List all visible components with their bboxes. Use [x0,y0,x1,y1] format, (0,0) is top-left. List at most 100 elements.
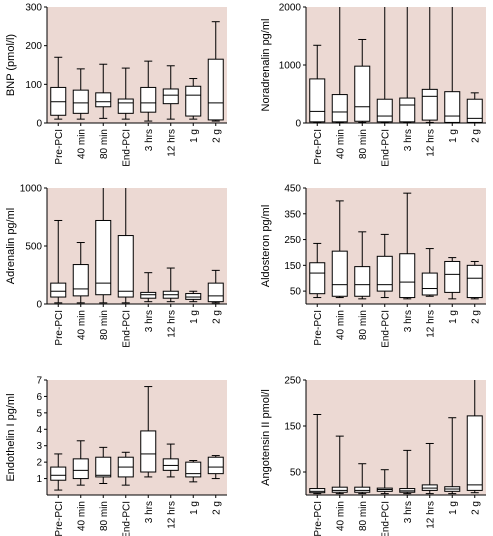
iqr-box [376,98,393,123]
box-1 [50,56,67,120]
y-tick-label: 3 [36,441,42,452]
iqr-box [117,98,134,114]
x-tick-label: Pre-PCI [313,310,324,346]
box-7 [185,78,202,120]
box-4 [376,233,393,299]
iqr-box [309,262,326,295]
iqr-box [421,88,438,121]
iqr-box [72,264,89,297]
iqr-box [309,488,326,494]
x-tick-label: Pre-PCI [313,501,324,536]
x-tick-label: 80 min [99,501,110,531]
x-tick-label: 3 hrs [403,501,414,523]
x-tick-label: 3 hrs [144,129,155,151]
y-tick-label: 1 [36,474,42,485]
box-4 [117,67,134,120]
x-tick-label: 3 hrs [403,310,414,332]
box-6 [421,248,438,297]
chart-panel-6: 50 150 250 Angotensin II pmol/l Pre-PCI 40 mi… [260,376,486,536]
box-8 [207,269,224,304]
box-6 [162,65,179,120]
x-tick-label: 3 hrs [403,129,414,151]
box-6 [421,442,438,495]
box-4 [117,188,134,304]
box-2 [331,200,348,299]
iqr-box [207,282,224,303]
box-5 [399,192,416,300]
x-tick-label: 40 min [76,129,87,159]
x-tick-label: 1 g [189,310,200,324]
y-tick-label: 7 [36,376,42,387]
box-1 [50,219,67,304]
box-4 [117,451,134,486]
box-7 [185,290,202,303]
x-tick-label: 2 g [211,129,222,143]
x-tick-label: 80 min [358,310,369,340]
y-tick-label: 200 [25,41,42,52]
iqr-box [466,264,483,299]
y-axis-title: Adrenalin pg/ml [5,208,17,284]
iqr-box [466,415,483,491]
x-tick-label: 80 min [99,129,110,159]
box-2 [331,435,348,495]
x-tick-label: 1 g [448,129,459,143]
x-tick-label: 40 min [335,310,346,340]
iqr-box [399,97,416,123]
box-6 [421,7,438,123]
box-3 [95,188,112,304]
x-tick-label: 12 hrs [425,129,436,157]
y-tick-label: 6 [36,392,42,403]
iqr-box [50,466,67,481]
box-5 [140,386,157,478]
box-3 [354,38,371,123]
x-tick-label: End-PCI [121,501,132,536]
box-7 [185,460,202,483]
y-tick-label: 1000 [279,61,302,72]
x-tick-label: Pre-PCI [313,129,324,165]
iqr-box [331,486,348,493]
iqr-box [162,88,179,105]
x-tick-label: 12 hrs [166,310,177,338]
iqr-box [331,94,348,123]
iqr-box [140,430,157,473]
chart-panel-1: 0 100 200 300 BNP (pmol/l) Pre-PCI 40 min 80 mi… [5,3,227,167]
iqr-box [309,78,326,123]
x-tick-label: 2 g [211,501,222,515]
iqr-box [444,260,461,293]
iqr-box [185,293,202,300]
iqr-box [50,282,67,298]
x-tick-label: 80 min [358,501,369,531]
y-tick-label: 4 [36,425,42,436]
y-tick-label: 150 [284,422,301,433]
y-tick-label: 50 [290,287,302,298]
y-axis-title: BNP (pmol/l) [5,34,17,96]
x-tick-label: Pre-PCI [54,129,65,165]
iqr-box [185,461,202,478]
x-tick-label: 1 g [189,129,200,143]
x-tick-label: 2 g [470,129,481,143]
iqr-box [399,253,416,299]
box-6 [162,443,179,478]
chart-panel-2: 0 1000 2000 Noradrenalin pg/ml Pre-PCI 40 min… [260,3,486,167]
y-tick-label: 2000 [279,3,302,14]
box-8 [207,455,224,480]
chart-panel-5: 1 2 3 4 5 6 7 Endothelin I pg/ml Pre-PCI 40 min 80… [5,376,227,536]
chart-panel-4: 50 150 250 350 450 Aldosteron pg/ml Pre-PCI 40 … [260,184,486,348]
y-axis-title: Aldosteron pg/ml [260,205,272,288]
box-2 [72,242,89,304]
y-axis-title: Noradrenalin pg/ml [260,19,272,112]
box-4 [376,7,393,123]
iqr-box [95,219,112,296]
y-tick-label: 100 [25,80,42,91]
y-tick-label: 0 [295,119,301,130]
box-7 [444,7,461,124]
iqr-box [444,91,461,123]
y-axis-title: Endothelin I pg/ml [5,393,17,481]
box-7 [444,257,461,300]
x-tick-label: 1 g [189,501,200,515]
iqr-box [354,266,371,297]
iqr-box [331,250,348,297]
x-tick-label: End-PCI [380,501,391,536]
box-8 [207,21,224,122]
